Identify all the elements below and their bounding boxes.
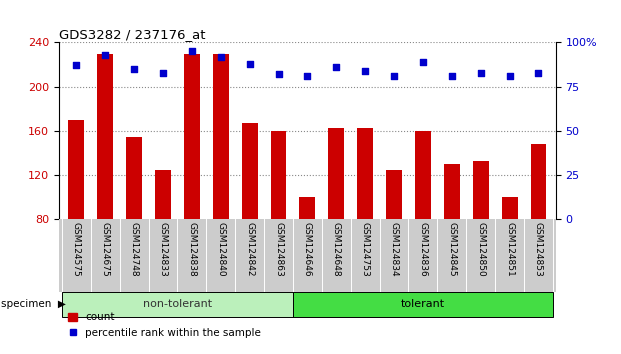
Text: specimen  ▶: specimen ▶: [1, 299, 66, 309]
Text: GSM124834: GSM124834: [389, 222, 399, 276]
Text: GSM124850: GSM124850: [476, 222, 485, 276]
Bar: [415, 131, 431, 219]
Text: GSM124840: GSM124840: [216, 222, 225, 276]
Text: GSM124845: GSM124845: [447, 222, 456, 276]
Bar: [184, 53, 200, 219]
Point: [332, 64, 342, 70]
Text: GSM124863: GSM124863: [274, 222, 283, 276]
Text: non-tolerant: non-tolerant: [143, 299, 212, 309]
Legend: count, percentile rank within the sample: count, percentile rank within the sample: [64, 308, 265, 342]
Bar: [502, 197, 517, 219]
Text: GSM124836: GSM124836: [419, 222, 427, 276]
Bar: [68, 120, 84, 219]
Bar: [473, 161, 489, 219]
Text: GSM124833: GSM124833: [158, 222, 168, 276]
Point: [187, 48, 197, 54]
Point: [476, 70, 486, 75]
Bar: [386, 170, 402, 219]
Point: [447, 73, 457, 79]
Point: [245, 61, 255, 67]
Point: [418, 59, 428, 65]
Bar: [155, 170, 171, 219]
Bar: [62, 292, 293, 317]
Text: GSM124851: GSM124851: [505, 222, 514, 276]
Bar: [530, 144, 546, 219]
Bar: [271, 131, 286, 219]
Bar: [293, 292, 553, 317]
Bar: [444, 164, 460, 219]
Text: GSM124842: GSM124842: [245, 222, 254, 276]
Point: [71, 63, 81, 68]
Bar: [126, 137, 142, 219]
Text: GSM124748: GSM124748: [130, 222, 138, 276]
Bar: [97, 53, 113, 219]
Point: [158, 70, 168, 75]
Text: GSM124648: GSM124648: [332, 222, 341, 276]
Text: GDS3282 / 237176_at: GDS3282 / 237176_at: [59, 28, 206, 41]
Point: [215, 54, 225, 59]
Text: GSM124853: GSM124853: [534, 222, 543, 276]
Text: tolerant: tolerant: [401, 299, 445, 309]
Bar: [299, 197, 315, 219]
Point: [533, 70, 543, 75]
Point: [505, 73, 515, 79]
Point: [389, 73, 399, 79]
Point: [360, 68, 370, 74]
Point: [129, 66, 139, 72]
Text: GSM124753: GSM124753: [361, 222, 369, 276]
Point: [273, 72, 283, 77]
Bar: [242, 123, 258, 219]
Point: [100, 52, 110, 58]
Text: GSM124838: GSM124838: [188, 222, 196, 276]
Bar: [357, 128, 373, 219]
Text: GSM124675: GSM124675: [101, 222, 110, 276]
Point: [302, 73, 312, 79]
Bar: [213, 53, 229, 219]
Text: GSM124646: GSM124646: [303, 222, 312, 276]
Text: GSM124575: GSM124575: [72, 222, 81, 276]
Bar: [329, 128, 344, 219]
